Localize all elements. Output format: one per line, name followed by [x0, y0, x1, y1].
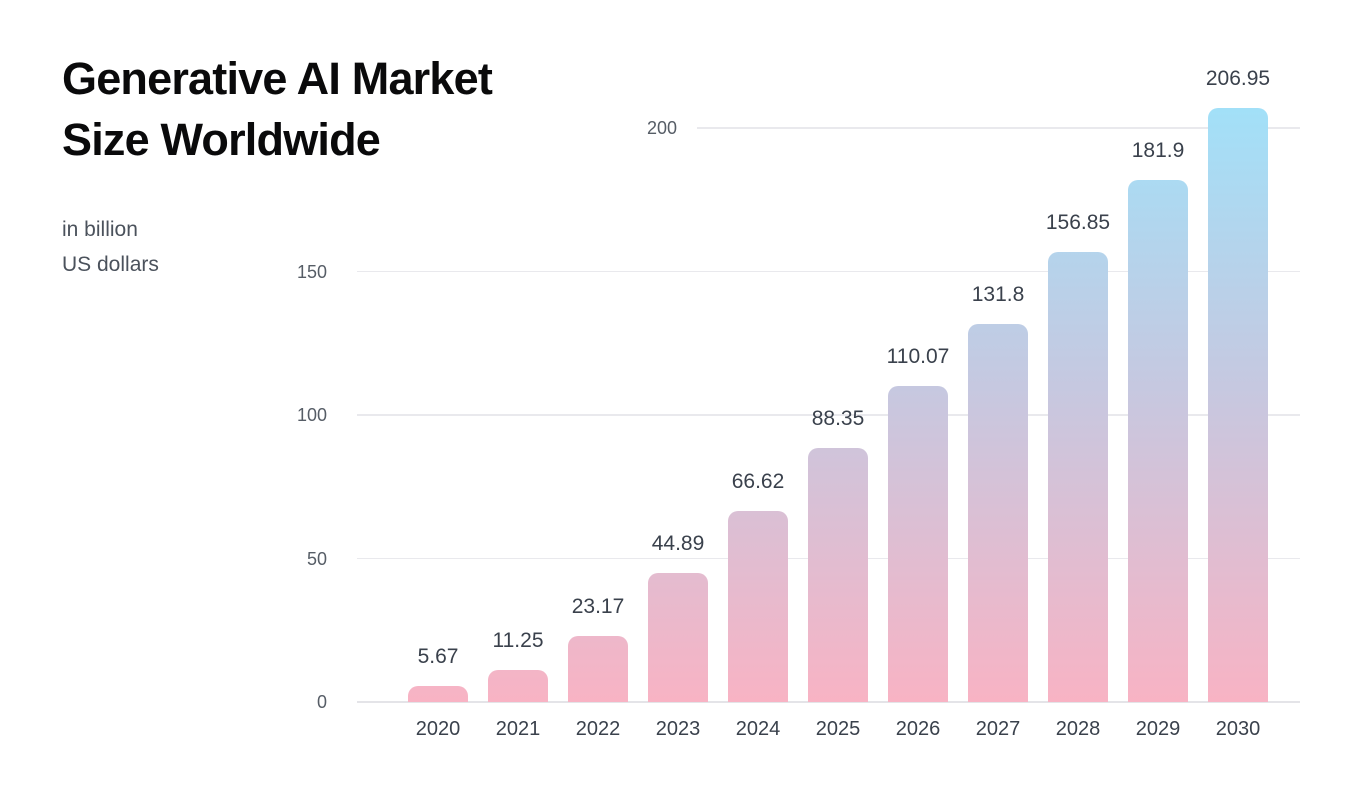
bar-value-label-2026: 110.07: [886, 345, 950, 368]
bar-value-label-2023: 44.89: [651, 532, 705, 555]
y-tick-label-100: 100: [296, 405, 327, 425]
bar-2028: [1048, 252, 1108, 702]
x-tick-label-2030: 2030: [1215, 718, 1261, 740]
bar-value-label-2024: 66.62: [731, 470, 785, 493]
bar-2024: [728, 511, 788, 702]
bar-2029: [1128, 180, 1188, 702]
gridline-150: [357, 270, 1300, 272]
bar-value-label-2022: 23.17: [571, 595, 625, 618]
bar-2020: [408, 686, 468, 702]
x-tick-label-2028: 2028: [1055, 718, 1101, 740]
gridline-200: [697, 127, 1300, 129]
x-tick-label-2024: 2024: [735, 718, 781, 740]
chart-subtitle: in billion US dollars: [62, 218, 159, 276]
x-tick-label-2023: 2023: [655, 718, 701, 740]
bar-2025: [808, 448, 868, 702]
gridline-100: [357, 414, 1300, 416]
bar-value-label-2025: 88.35: [811, 407, 865, 430]
bar-2021: [488, 670, 548, 702]
y-tick-label-200: 200: [646, 118, 677, 138]
bar-2026: [888, 386, 948, 702]
bar-2027: [968, 324, 1028, 702]
x-tick-label-2027: 2027: [975, 718, 1021, 740]
bar-value-label-2028: 156.85: [1045, 211, 1111, 234]
x-tick-label-2022: 2022: [575, 718, 621, 740]
bar-value-label-2020: 5.67: [417, 645, 459, 668]
x-tick-label-2020: 2020: [415, 718, 461, 740]
y-tick-label-0: 0: [316, 692, 327, 712]
bar-value-label-2027: 131.8: [971, 283, 1025, 306]
bar-value-label-2030: 206.95: [1205, 67, 1271, 90]
bar-value-label-2029: 181.9: [1131, 139, 1185, 162]
x-tick-label-2026: 2026: [895, 718, 941, 740]
bar-2023: [648, 573, 708, 702]
x-tick-label-2025: 2025: [815, 718, 861, 740]
gridline-0: [357, 701, 1300, 703]
bar-2030: [1208, 108, 1268, 702]
x-tick-label-2021: 2021: [495, 718, 541, 740]
chart-title: Generative AI Market Size Worldwide: [62, 53, 493, 165]
y-tick-label-150: 150: [296, 261, 327, 282]
y-tick-label-50: 50: [306, 548, 327, 569]
bar-2022: [568, 636, 628, 702]
bar-value-label-2021: 11.25: [492, 629, 544, 652]
x-tick-label-2029: 2029: [1135, 718, 1181, 740]
